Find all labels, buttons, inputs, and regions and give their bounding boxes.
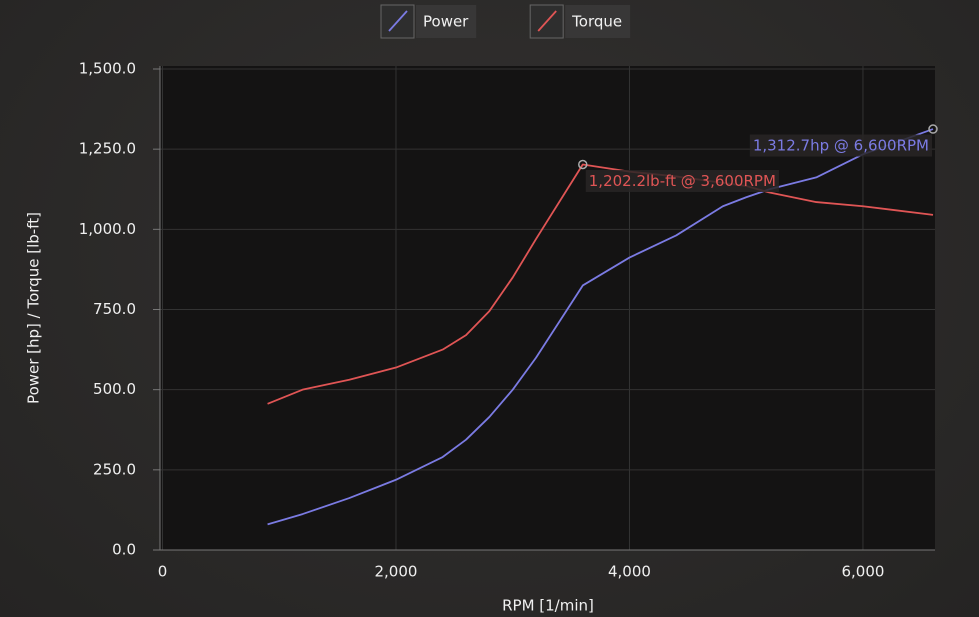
y-axis-label: Power [hp] / Torque [lb-ft]	[25, 212, 43, 404]
annotation-text: 1,202.2lb-ft @ 3,600RPM	[589, 172, 776, 190]
series-line	[267, 163, 934, 405]
annotation: 1,312.7hp @ 6,600RPM	[749, 134, 932, 157]
x-tick-label: 2,000	[375, 563, 418, 581]
y-tick-label: 1,500.0	[79, 60, 136, 78]
annotation-bg	[749, 134, 932, 157]
legend-label-bg	[565, 5, 631, 38]
x-tick-label: 4,000	[608, 563, 651, 581]
annotation-text: 1,312.7hp @ 6,600RPM	[753, 137, 929, 155]
legend-item: Torque	[529, 4, 631, 39]
x-axis-label: RPM [1/min]	[502, 597, 594, 615]
peak-marker	[928, 124, 938, 134]
y-tick-label: 500.0	[93, 380, 136, 398]
legend-icon	[388, 10, 408, 32]
legend-icon	[537, 10, 557, 32]
y-tick-label: 0.0	[112, 541, 136, 559]
y-tick-label: 1,000.0	[79, 220, 136, 238]
legend-label: Power	[423, 13, 469, 31]
legend-label: Torque	[571, 13, 622, 31]
x-tick-label: 6,000	[841, 563, 884, 581]
annotation: 1,202.2lb-ft @ 3,600RPM	[585, 169, 779, 192]
annotation-bg	[585, 169, 779, 192]
legend-label-bg	[416, 5, 477, 38]
y-tick-label: 250.0	[93, 460, 136, 478]
legend-item: Power	[380, 4, 477, 39]
y-tick-label: 1,250.0	[79, 140, 136, 158]
y-tick-label: 750.0	[93, 300, 136, 318]
x-tick-label: 0	[158, 563, 168, 581]
peak-marker	[578, 159, 588, 170]
